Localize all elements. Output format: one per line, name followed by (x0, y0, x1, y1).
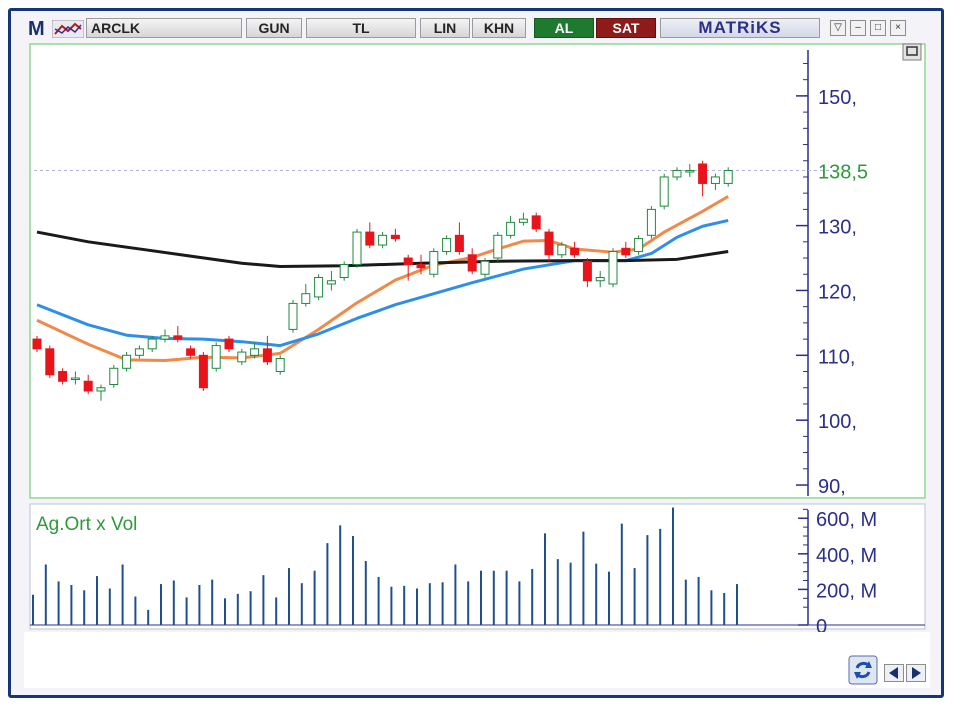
scale-button[interactable]: LIN (420, 18, 470, 38)
candle-down (416, 264, 426, 269)
chart-type-icon[interactable] (52, 20, 84, 38)
sell-button[interactable]: SAT (596, 18, 656, 38)
candle-up (352, 231, 362, 266)
candle-up (301, 293, 311, 304)
candle-up (685, 169, 695, 173)
candle-up (96, 387, 106, 392)
candle-up (378, 234, 388, 246)
candle-up (480, 260, 490, 275)
candle-down (582, 260, 592, 282)
volume-tick-label: 0 (816, 616, 827, 638)
y-tick-label: 90, (818, 476, 846, 498)
candle-up (646, 208, 656, 236)
candle-down (32, 338, 42, 350)
period-button[interactable]: GUN (246, 18, 302, 38)
candle-up (122, 354, 132, 369)
matriks-logo: M (28, 18, 45, 40)
candle-up (659, 176, 669, 207)
candle-down (262, 348, 272, 363)
candle-up (250, 348, 260, 356)
candle-down (621, 247, 631, 256)
candle-up (506, 221, 516, 236)
candle-down (544, 231, 554, 256)
panel-menu-glyph (906, 46, 918, 56)
currency-button[interactable]: TL (306, 18, 416, 38)
candle-down (570, 247, 580, 256)
candle-up (70, 377, 80, 381)
candle-up (275, 358, 285, 373)
y-tick-label: 150, (818, 87, 857, 109)
dropdown-icon[interactable]: ▽ (830, 20, 846, 36)
candle-up (634, 238, 644, 253)
ma-blue-line (36, 218, 729, 348)
toolbar: M ARCLK GUN TL LIN KHN AL SAT MATRiKS ▽ … (24, 17, 930, 41)
candle-up (429, 251, 439, 275)
volume-tick-label: 400, M (816, 545, 877, 567)
arrow-right-icon[interactable] (906, 664, 926, 687)
candle-up (147, 338, 157, 350)
candle-up (518, 218, 528, 223)
candle-up (109, 367, 119, 385)
candle-down (198, 354, 208, 389)
last-price-label: 138,5 (818, 161, 868, 183)
candle-down (83, 380, 93, 392)
khn-button[interactable]: KHN (472, 18, 526, 38)
price-panel (29, 43, 926, 499)
candle-up (314, 276, 324, 298)
arrow-left-icon[interactable] (884, 664, 904, 687)
y-tick-label: 110, (818, 346, 855, 368)
candle-up (595, 276, 605, 282)
brand-label: MATRiKS (660, 18, 820, 38)
volume-panel (29, 503, 926, 630)
candle-up (288, 302, 298, 330)
candle-down (58, 371, 68, 382)
close-icon[interactable]: × (890, 20, 906, 36)
candle-up (326, 280, 336, 285)
candle-up (710, 176, 720, 184)
minimize-icon[interactable]: – (850, 20, 866, 36)
candle-up (557, 244, 567, 256)
y-tick-label: 100, (818, 411, 857, 433)
candle-down (45, 348, 55, 376)
candle-up (672, 169, 682, 178)
candle-down (224, 338, 234, 350)
candle-down (467, 254, 477, 272)
candle-down (403, 257, 413, 266)
y-tick-label: 120, (818, 281, 857, 303)
candle-up (442, 238, 452, 253)
candle-up (237, 351, 247, 363)
candle-down (186, 348, 196, 356)
refresh-icon[interactable] (848, 655, 878, 690)
candle-up (493, 234, 503, 259)
volume-tick-label: 600, M (816, 509, 877, 531)
candle-down (365, 231, 375, 246)
time-axis-bar (24, 632, 930, 688)
candle-up (608, 251, 618, 285)
candle-down (531, 215, 541, 230)
volume-label: Ag.Ort x Vol (36, 514, 137, 535)
symbol-field[interactable]: ARCLK (86, 18, 242, 38)
candle-up (211, 345, 221, 369)
maximize-icon[interactable]: □ (870, 20, 886, 36)
candle-down (390, 234, 400, 240)
candle-up (134, 348, 144, 356)
candle-down (698, 163, 708, 184)
candle-up (339, 264, 349, 278)
buy-button[interactable]: AL (534, 18, 594, 38)
candle-up (160, 335, 170, 340)
candle-down (454, 234, 464, 253)
candle-up (723, 169, 733, 184)
candle-down (173, 335, 183, 340)
y-tick-label: 130, (818, 217, 857, 239)
volume-tick-label: 200, M (816, 580, 877, 602)
